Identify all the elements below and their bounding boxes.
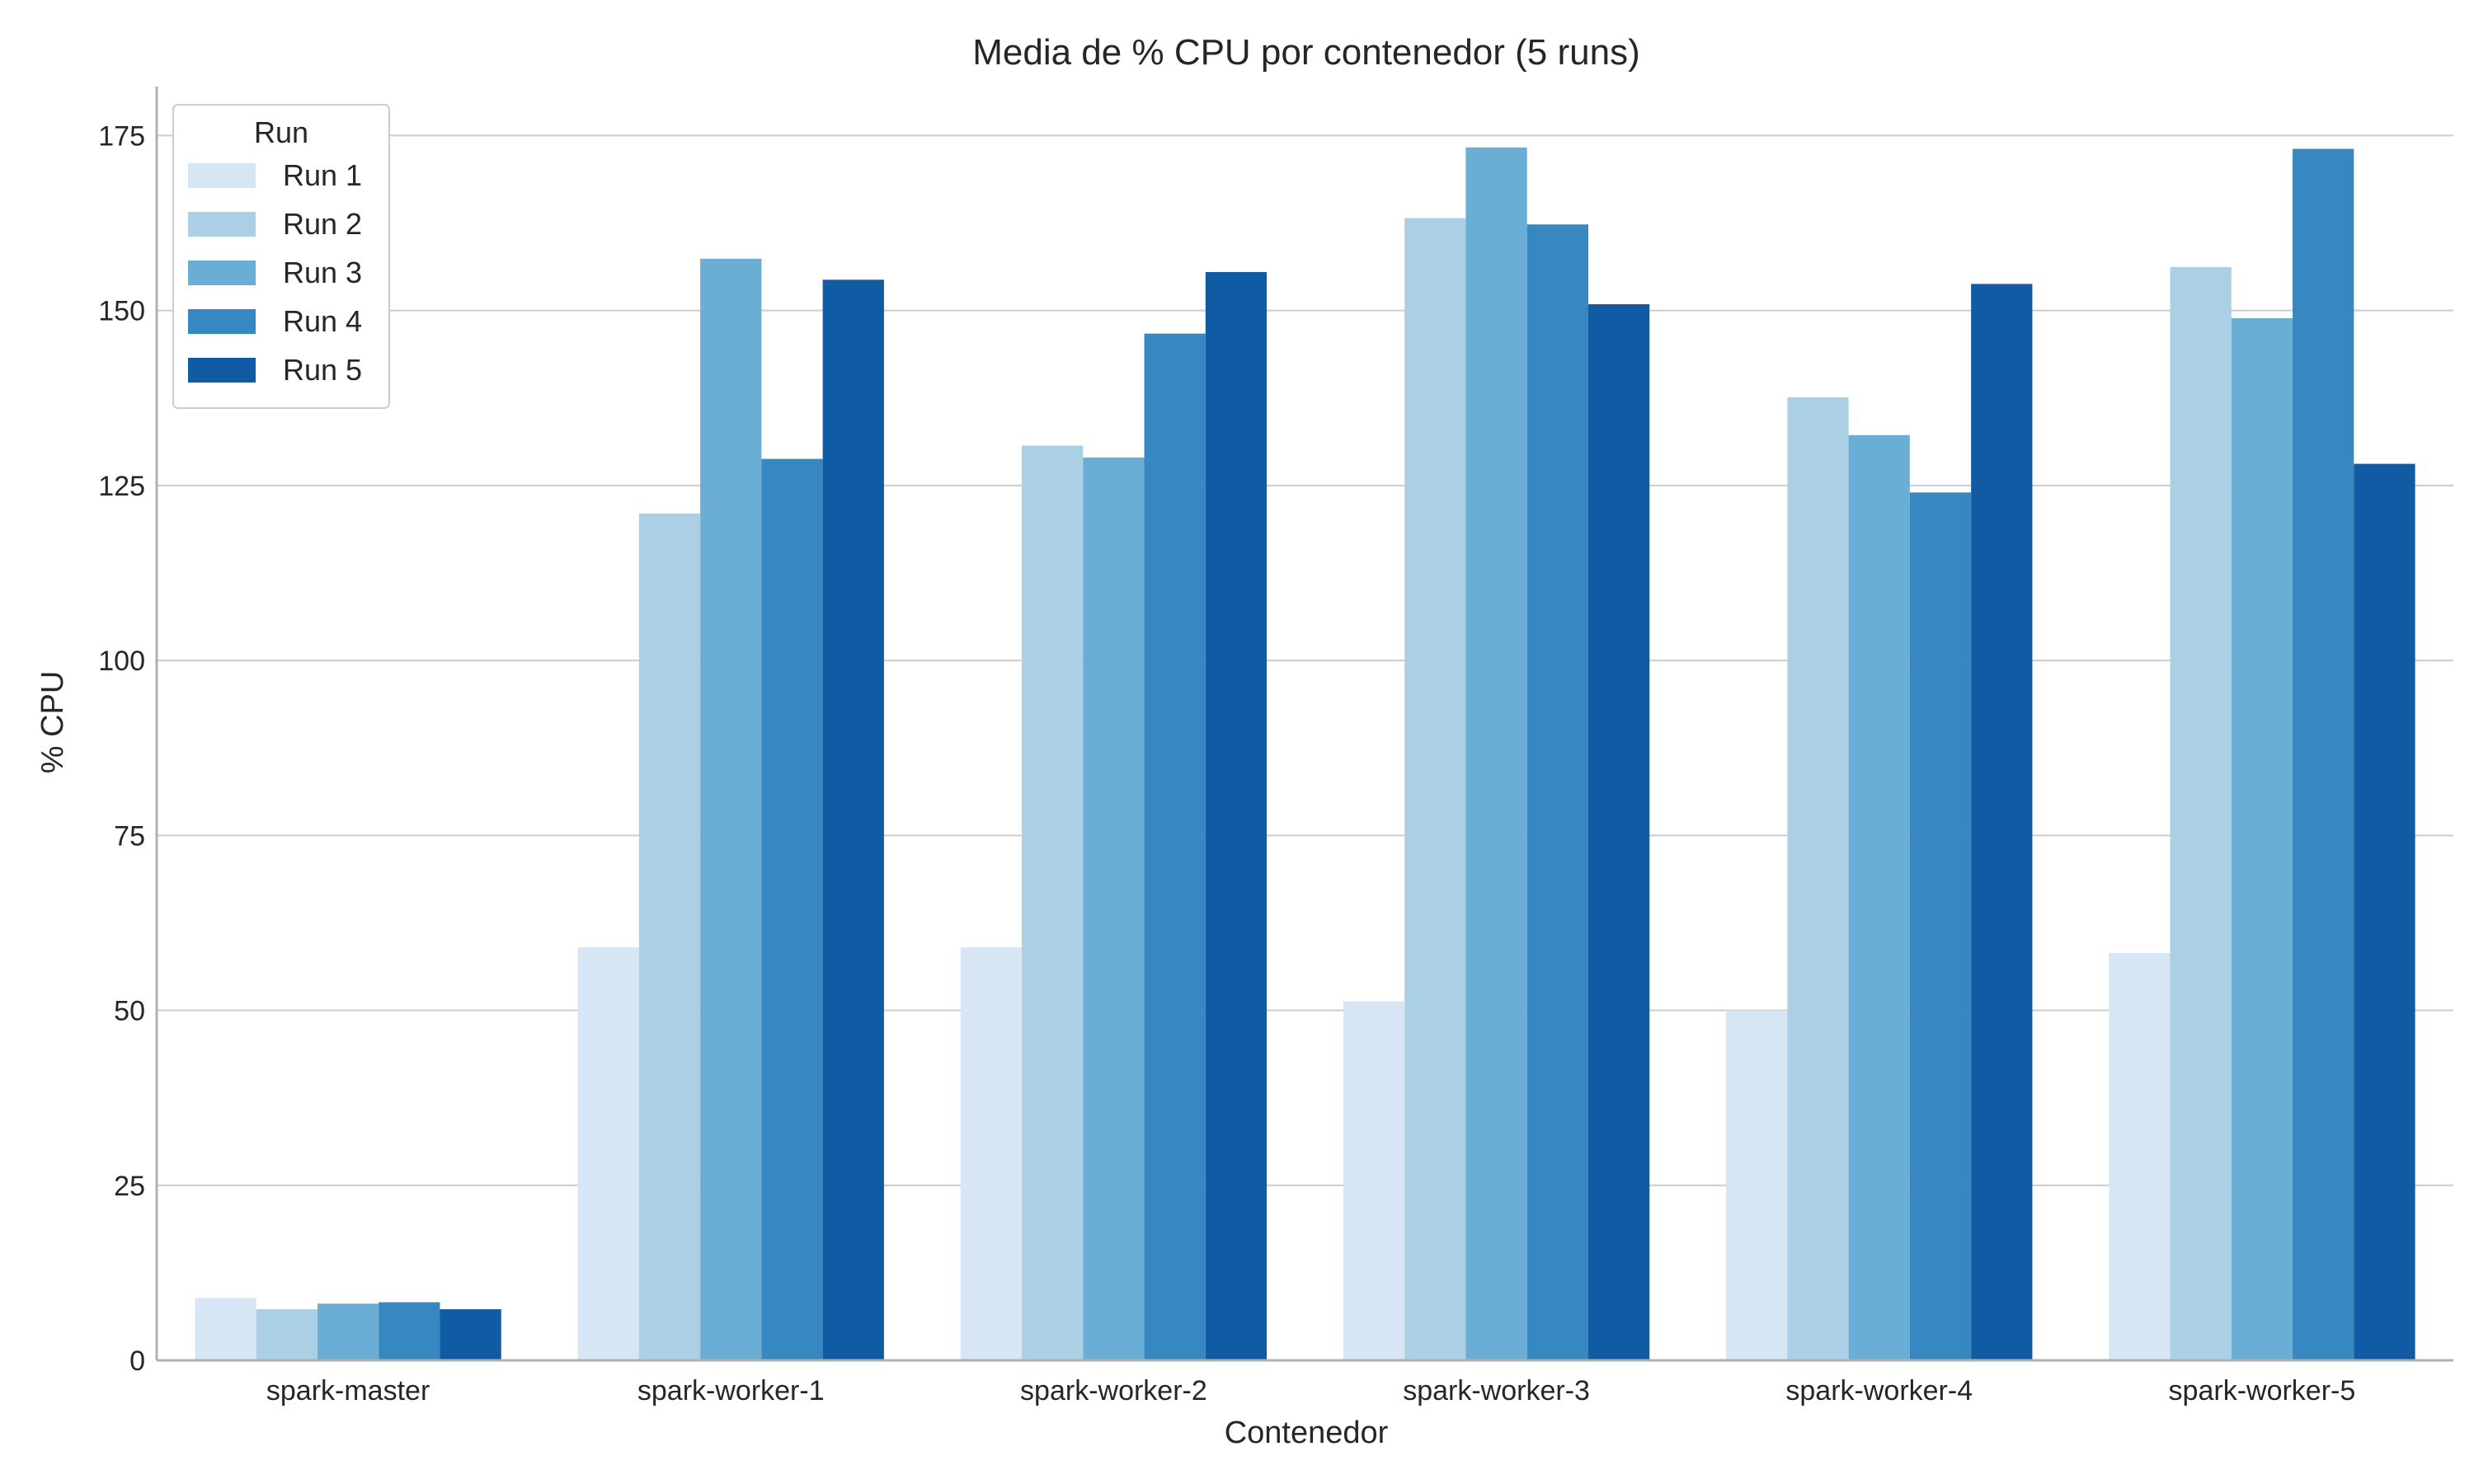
legend-items: Run 1 Run 2 Run 3 Run 4 Run 5 — [188, 158, 362, 387]
gridlines — [157, 134, 2453, 1186]
y-tick-label: 25 — [114, 1171, 145, 1202]
bar — [700, 258, 762, 1360]
bar — [1205, 271, 1268, 1361]
bar — [1726, 1010, 1788, 1360]
bar — [1848, 434, 1910, 1361]
bar — [2354, 463, 2415, 1361]
bar — [1526, 224, 1588, 1360]
y-tick-label: 75 — [114, 820, 145, 852]
bar — [822, 279, 884, 1361]
bar — [379, 1302, 440, 1360]
legend-label: Run 1 — [283, 158, 362, 192]
bar — [2293, 148, 2354, 1360]
legend: Run Run 1 Run 2 Run 3 Run 4 Run 5 — [172, 104, 390, 409]
x-axis-label: Contenedor — [1225, 1416, 1389, 1450]
bar — [2109, 952, 2171, 1360]
bar — [577, 947, 639, 1360]
x-tick-label: spark-worker-5 — [2169, 1375, 2356, 1407]
legend-swatch — [188, 212, 256, 237]
bar — [1022, 445, 1084, 1360]
chart-title: Media de % CPU por contenedor (5 runs) — [972, 32, 1640, 73]
legend-title: Run — [254, 115, 308, 149]
bar — [195, 1298, 256, 1360]
bar — [1465, 147, 1527, 1361]
legend-label: Run 5 — [283, 353, 362, 387]
bar — [317, 1303, 379, 1360]
legend-label: Run 3 — [283, 256, 362, 289]
legend-swatch — [188, 309, 256, 334]
x-tick-label: spark-master — [266, 1375, 430, 1407]
bar — [1404, 218, 1466, 1361]
bar — [960, 947, 1023, 1360]
bar — [1787, 397, 1849, 1360]
axes-spines — [155, 87, 2453, 1362]
x-tick-labels: spark-master spark-worker-1 spark-worker-2… — [266, 1375, 2355, 1407]
bar — [1909, 492, 1972, 1361]
bar — [440, 1309, 501, 1360]
x-tick-label: spark-worker-4 — [1785, 1375, 1973, 1407]
legend-label: Run 4 — [283, 304, 362, 338]
bar — [638, 513, 701, 1361]
bar — [1971, 284, 2033, 1360]
y-tick-label: 150 — [98, 296, 145, 327]
y-tick-label: 0 — [129, 1345, 145, 1377]
x-tick-label: spark-worker-2 — [1020, 1375, 1207, 1407]
bar — [1587, 304, 1650, 1360]
legend-swatch — [188, 261, 256, 285]
y-tick-labels: 0 25 50 75 100 125 150 175 — [98, 120, 145, 1377]
bars — [195, 147, 2415, 1361]
bar — [1144, 333, 1206, 1360]
bar — [2231, 317, 2293, 1360]
x-tick-label: spark-worker-1 — [637, 1375, 825, 1407]
bar — [761, 458, 823, 1360]
bar — [2170, 267, 2232, 1360]
y-axis-label: % CPU — [35, 671, 70, 774]
x-tick-label: spark-worker-3 — [1403, 1375, 1590, 1407]
y-tick-label: 50 — [114, 996, 145, 1027]
y-tick-label: 125 — [98, 471, 145, 502]
bar — [1343, 1001, 1405, 1360]
y-tick-label: 100 — [98, 646, 145, 677]
legend-label: Run 2 — [283, 207, 362, 241]
bar — [256, 1309, 317, 1360]
legend-swatch — [188, 358, 256, 383]
y-tick-label: 175 — [98, 120, 145, 152]
bar — [1083, 457, 1145, 1360]
legend-swatch — [188, 163, 256, 188]
